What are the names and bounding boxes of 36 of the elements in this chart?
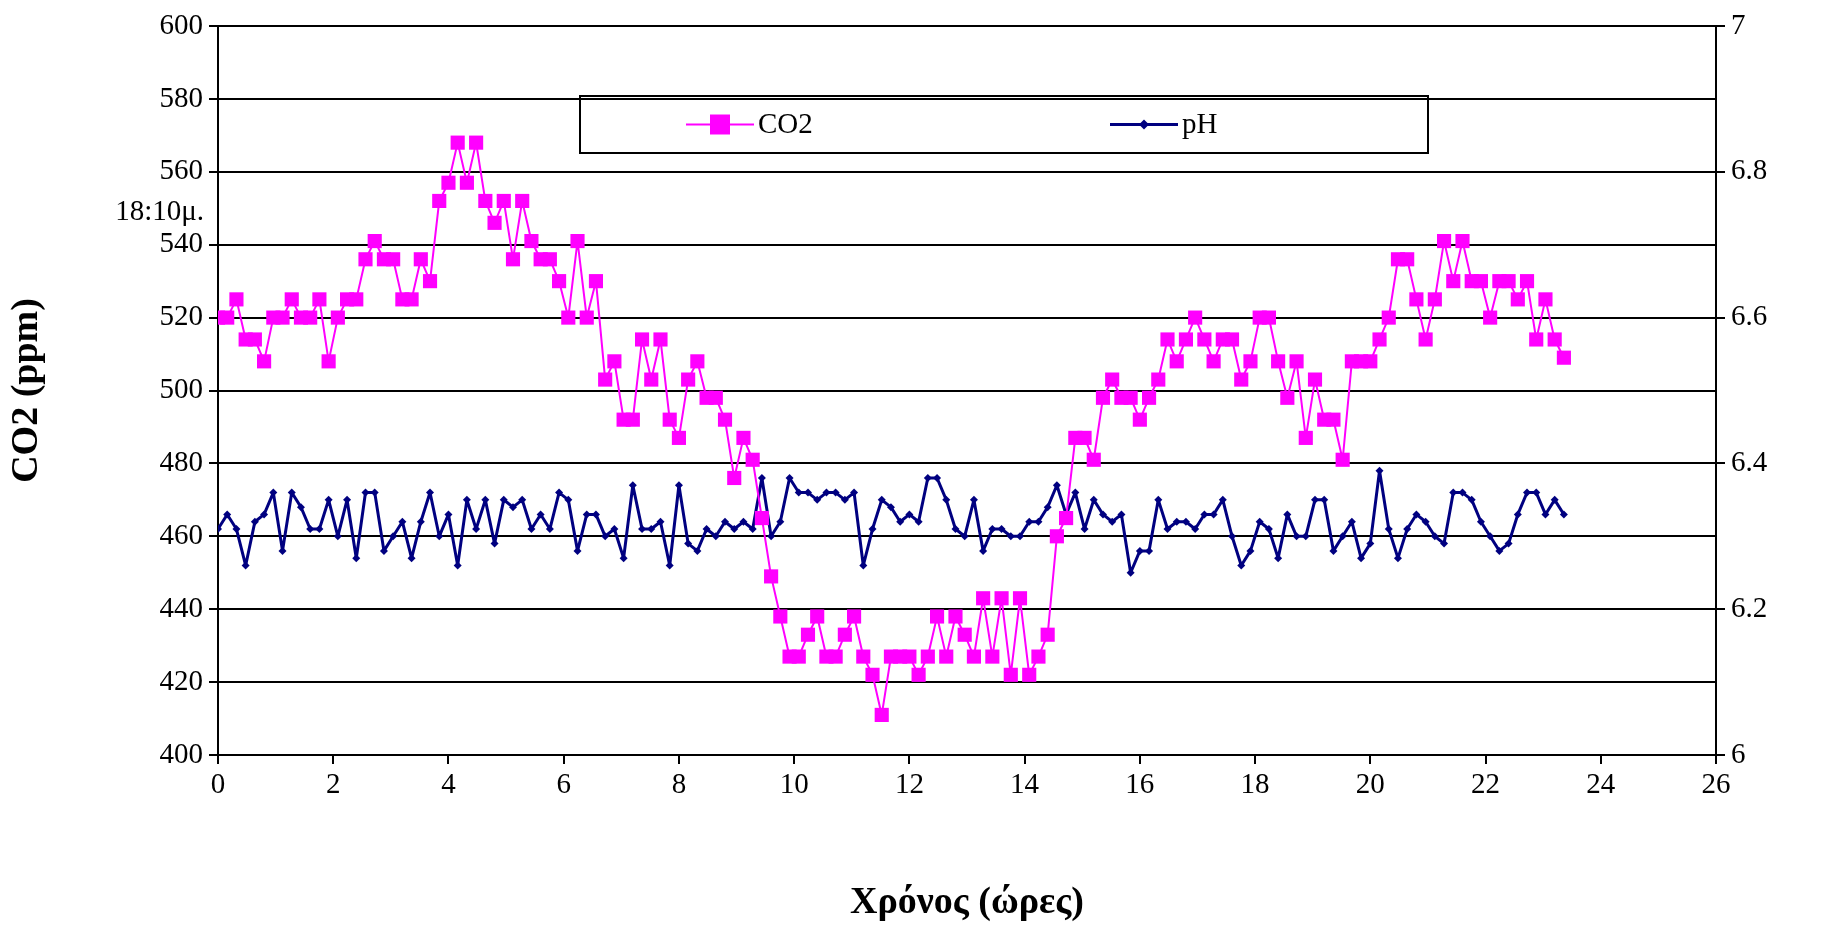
- x-axis-title: Χρόνος (ώρες): [850, 879, 1084, 923]
- y2-tick-label: 6: [1731, 736, 1746, 769]
- y-tick-label: 580: [159, 80, 203, 113]
- text: 18:10μ.: [115, 193, 204, 226]
- x-tick-label: 24: [1586, 767, 1616, 800]
- y-tick-label: 420: [159, 663, 203, 696]
- y-tick-label: 540: [159, 226, 203, 259]
- x-tick-label: 8: [671, 767, 687, 800]
- x-tick-label: 4: [441, 767, 457, 800]
- y-tick-label: 560: [159, 153, 203, 186]
- x-tick-label: 10: [779, 767, 809, 800]
- legend-label: pH: [1182, 107, 1218, 140]
- x-tick-label: 2: [325, 767, 341, 800]
- x-tick-label: 0: [210, 767, 226, 800]
- x-tick-label: 22: [1471, 767, 1501, 800]
- legend-label: CO2: [758, 107, 813, 140]
- y-tick-label: 400: [159, 736, 203, 769]
- y2-tick-label: 7: [1731, 7, 1746, 40]
- y-tick-label: 520: [159, 299, 203, 332]
- x-tick-label: 14: [1010, 767, 1040, 800]
- y-tick-label: 600: [159, 7, 203, 40]
- y2-tick-label: 6.8: [1731, 153, 1768, 186]
- x-tick-label: 26: [1701, 767, 1731, 800]
- y-tick-label: 480: [159, 445, 203, 478]
- y-axis-title: CO2 (ppm): [2, 298, 46, 483]
- x-tick-label: 6: [556, 767, 571, 800]
- x-tick-label: 18: [1240, 767, 1270, 800]
- x-tick-label: 16: [1125, 767, 1155, 800]
- y2-tick-label: 6.6: [1731, 299, 1768, 332]
- x-tick-label: 20: [1355, 767, 1385, 800]
- y2-tick-label: 6.2: [1731, 590, 1768, 623]
- y-tick-label: 500: [159, 372, 203, 405]
- y-tick-label: 460: [159, 517, 203, 550]
- x-tick-label: 12: [894, 767, 924, 800]
- y-tick-label: 440: [159, 590, 203, 623]
- y2-tick-label: 6.4: [1731, 445, 1768, 478]
